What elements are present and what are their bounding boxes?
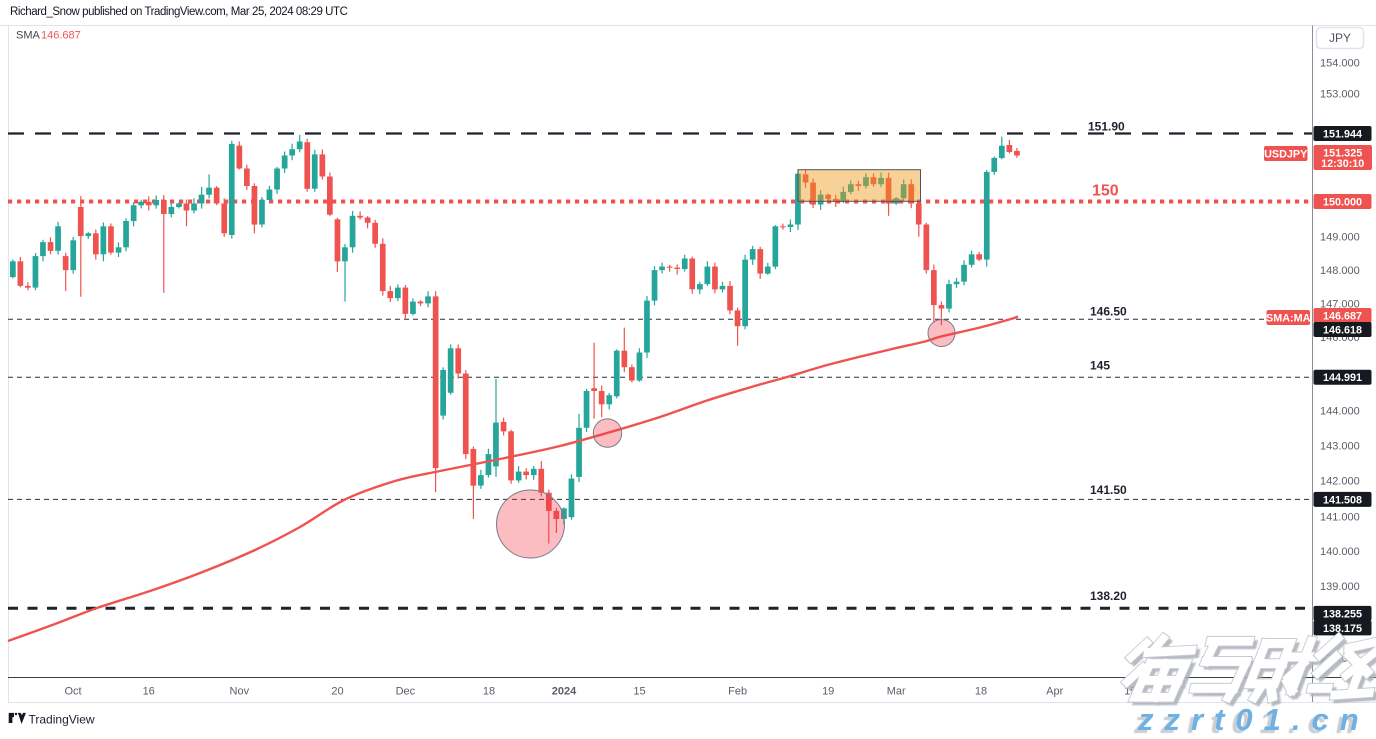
svg-text:139.000: 139.000 [1320,581,1360,593]
svg-text:USDJPY: USDJPY [1264,149,1308,161]
svg-text:148.000: 148.000 [1320,265,1360,277]
svg-text:154.000: 154.000 [1320,58,1360,70]
svg-text:Richard_Snow published on Trad: Richard_Snow published on TradingView.co… [10,6,348,18]
svg-text:151.325: 151.325 [1323,148,1362,160]
svg-text:138.255: 138.255 [1323,608,1362,620]
svg-text:138.20: 138.20 [1090,589,1127,603]
svg-text:142.000: 142.000 [1320,476,1360,488]
svg-text:2024: 2024 [552,686,577,698]
svg-text:144.991: 144.991 [1323,372,1362,384]
svg-text:146.687: 146.687 [41,30,81,42]
svg-text:141.000: 141.000 [1320,512,1360,524]
svg-text:20: 20 [331,686,343,698]
svg-text:151.944: 151.944 [1323,129,1362,141]
svg-text:138.175: 138.175 [1323,623,1362,635]
svg-text:12:30:10: 12:30:10 [1321,158,1364,170]
svg-text:Nov: Nov [230,686,250,698]
svg-text:TradingView: TradingView [29,713,95,727]
svg-text:18: 18 [975,686,987,698]
svg-text:Mar: Mar [887,686,906,698]
svg-text:16: 16 [143,686,155,698]
svg-text:18: 18 [483,686,495,698]
svg-text:zzrt01.cn: zzrt01.cn [1137,702,1370,734]
svg-text:153.000: 153.000 [1320,89,1360,101]
svg-text:Dec: Dec [396,686,416,698]
svg-text:146.618: 146.618 [1323,325,1362,337]
svg-text:15: 15 [633,686,645,698]
svg-text:146.687: 146.687 [1323,311,1362,323]
svg-text:JPY: JPY [1329,31,1351,45]
svg-text:144.000: 144.000 [1320,406,1360,418]
svg-text:141.50: 141.50 [1090,483,1127,497]
svg-text:19: 19 [822,686,834,698]
svg-text:141.508: 141.508 [1323,494,1362,506]
svg-text:151.90: 151.90 [1088,120,1125,134]
svg-text:SMA: SMA [16,30,41,42]
svg-text:150.000: 150.000 [1323,197,1362,209]
svg-text:147.000: 147.000 [1320,299,1360,311]
svg-text:SMA:MA: SMA:MA [1266,313,1311,325]
svg-text:146.50: 146.50 [1090,305,1127,319]
svg-text:145: 145 [1090,359,1110,373]
svg-text:Oct: Oct [64,686,81,698]
svg-text:Feb: Feb [728,686,747,698]
svg-text:150: 150 [1092,183,1119,200]
svg-text:143.000: 143.000 [1320,441,1360,453]
svg-text:Apr: Apr [1046,686,1063,698]
svg-text:149.000: 149.000 [1320,232,1360,244]
svg-text:140.000: 140.000 [1320,546,1360,558]
